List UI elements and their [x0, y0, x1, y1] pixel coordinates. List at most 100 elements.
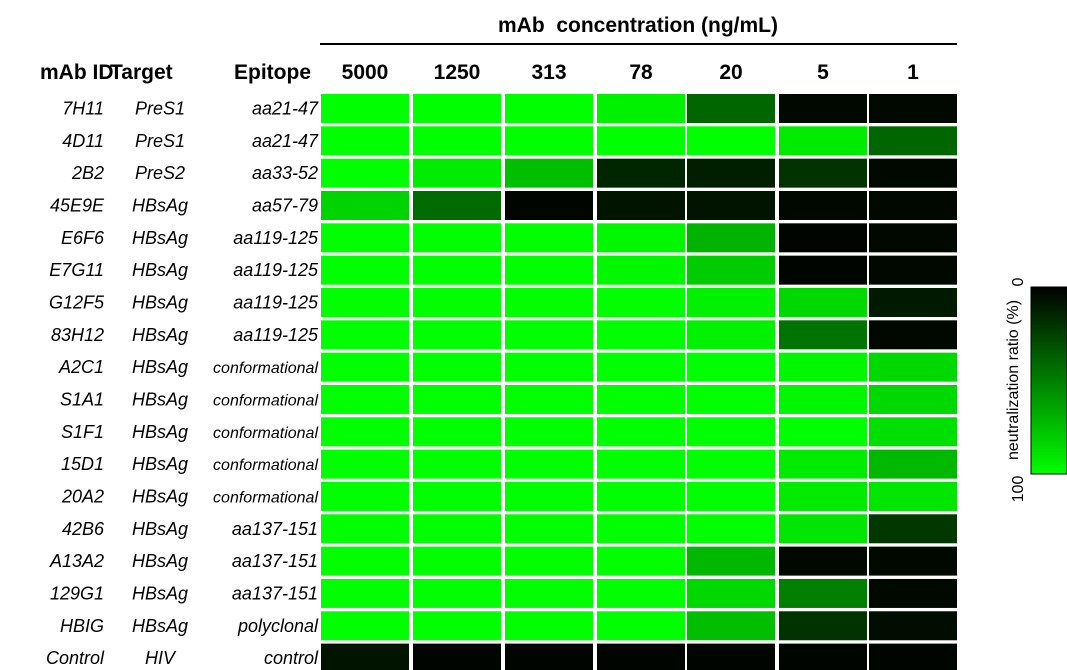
- row-label-id: S1A1: [60, 389, 104, 409]
- heatmap-cell: [413, 158, 501, 188]
- heatmap-cell: [321, 546, 409, 576]
- heatmap-cell: [779, 449, 867, 479]
- row-label-id: HBIG: [60, 616, 104, 636]
- heatmap-cell: [869, 126, 957, 156]
- row-label-epitope: aa33-52: [252, 163, 318, 183]
- heatmap-cell: [413, 384, 501, 414]
- heatmap-cell: [779, 287, 867, 317]
- column-label: 5000: [342, 61, 389, 84]
- heatmap-cell: [597, 190, 685, 220]
- heatmap-cell: [687, 417, 775, 447]
- row-label-id: E7G11: [49, 260, 104, 280]
- heatmap-cell: [321, 94, 409, 123]
- heatmap-cell: [321, 190, 409, 220]
- heatmap-cell: [413, 255, 501, 285]
- heatmap-cell: [869, 158, 957, 188]
- heatmap-cell: [321, 417, 409, 447]
- column-label: 1: [907, 61, 919, 84]
- row-label-target: PreS1: [135, 99, 185, 119]
- heatmap-cell: [869, 223, 957, 253]
- heatmap-cell: [505, 126, 593, 156]
- heatmap-cell: [505, 94, 593, 123]
- row-labels: 7H11 PreS1 aa21-47 4D11 PreS1 aa21-47 2B2 PreS2…: [46, 99, 319, 669]
- heatmap-cell: [597, 287, 685, 317]
- header-target: Target: [110, 61, 173, 84]
- row-label-id: G12F5: [49, 292, 105, 312]
- heatmap-cell: [413, 546, 501, 576]
- column-label: 78: [629, 61, 653, 84]
- heatmap-cell: [687, 611, 775, 641]
- row-label-epitope: polyclonal: [237, 616, 319, 636]
- heatmap-cell: [505, 287, 593, 317]
- column-label: 313: [531, 61, 566, 84]
- heatmap-cell: [597, 449, 685, 479]
- heatmap-cell: [413, 223, 501, 253]
- heatmap-cell: [687, 514, 775, 544]
- row-label-target: HBsAg: [132, 551, 188, 571]
- row-label-target: HBsAg: [132, 486, 188, 506]
- heatmap-cell: [779, 126, 867, 156]
- heatmap-cell: [869, 611, 957, 641]
- heatmap-cell: [869, 352, 957, 382]
- heatmap-cell: [505, 223, 593, 253]
- row-label-id: 20A2: [61, 486, 104, 506]
- heatmap-cell: [321, 158, 409, 188]
- heatmap-cell: [779, 611, 867, 641]
- row-label-id: 7H11: [62, 99, 104, 119]
- heatmap-cell: [869, 481, 957, 511]
- row-label-id: 129G1: [50, 583, 104, 603]
- heatmap-cell: [779, 255, 867, 285]
- heatmap-cell: [687, 384, 775, 414]
- row-label-id: 15D1: [61, 454, 104, 474]
- heatmap-cell: [413, 352, 501, 382]
- heatmap-cell: [597, 611, 685, 641]
- heatmap-cell: [779, 223, 867, 253]
- heatmap-cell: [321, 611, 409, 641]
- row-label-epitope: aa21-47: [252, 131, 319, 151]
- heatmap-cell: [687, 546, 775, 576]
- heatmap-cell: [779, 94, 867, 123]
- heatmap-cell: [505, 384, 593, 414]
- row-label-target: PreS2: [135, 163, 185, 183]
- heatmap-cell: [779, 643, 867, 670]
- heatmap-cell: [597, 94, 685, 123]
- heatmap-cell: [505, 546, 593, 576]
- row-label-epitope: control: [264, 648, 319, 668]
- heatmap-cell: [505, 514, 593, 544]
- row-label-target: HBsAg: [132, 325, 188, 345]
- heatmap-cell: [597, 578, 685, 608]
- heatmap-cell: [869, 190, 957, 220]
- heatmap-cell: [869, 94, 957, 123]
- heatmap-cell: [597, 417, 685, 447]
- row-label-epitope: conformational: [213, 457, 318, 474]
- row-label-target: HBsAg: [132, 260, 188, 280]
- heatmap-cell: [597, 158, 685, 188]
- heatmap-cell: [413, 417, 501, 447]
- row-label-target: HBsAg: [132, 292, 188, 312]
- heatmap-cell: [321, 352, 409, 382]
- heatmap-cell: [321, 643, 409, 670]
- row-label-target: HBsAg: [132, 357, 188, 377]
- row-label-epitope: conformational: [213, 425, 318, 442]
- colorbar-max-label: 100: [1010, 476, 1027, 503]
- row-label-epitope: aa137-151: [232, 551, 318, 571]
- row-label-target: HBsAg: [132, 422, 188, 442]
- heatmap-cell: [505, 611, 593, 641]
- heatmap-cell: [413, 94, 501, 123]
- heatmap-cell: [505, 578, 593, 608]
- heatmap-cell: [321, 578, 409, 608]
- column-label: 1250: [434, 61, 481, 84]
- heatmap-cell: [413, 449, 501, 479]
- heatmap-cell: [869, 287, 957, 317]
- heatmap-cell: [779, 320, 867, 350]
- heatmap-cell: [413, 514, 501, 544]
- heatmap-cell: [505, 643, 593, 670]
- column-labels: 5000 1250 313 78 20 5 1: [342, 61, 920, 84]
- heatmap-cell: [687, 223, 775, 253]
- heatmap-cell: [779, 578, 867, 608]
- colorbar-min-label: 0: [1010, 277, 1027, 286]
- heatmap-cell: [505, 417, 593, 447]
- heatmap-cell: [687, 449, 775, 479]
- heatmap-cell: [505, 449, 593, 479]
- row-label-target: HIV: [145, 648, 177, 668]
